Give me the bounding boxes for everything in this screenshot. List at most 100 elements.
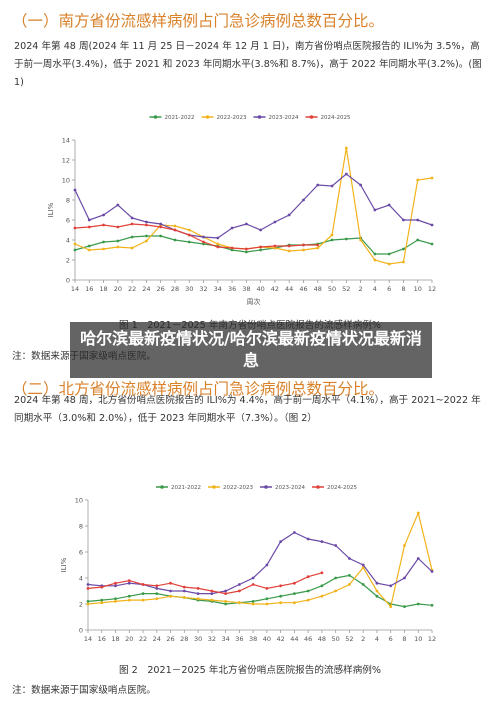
data-point [293,531,296,534]
data-point [273,220,277,224]
x-tick-label: 12 [428,635,436,643]
data-point [279,601,283,605]
legend-marker [264,485,268,489]
data-point [306,537,310,541]
series-line [74,173,433,239]
data-point [330,233,334,237]
data-point [259,248,263,252]
data-point [344,172,348,176]
data-point [403,544,406,547]
x-tick-label: 36 [235,635,243,643]
data-point [127,594,131,598]
x-tick-label: 2 [361,635,365,643]
data-point [159,234,163,238]
data-point [116,239,120,243]
x-tick-label: 28 [180,635,188,643]
data-point [430,242,434,246]
data-point [430,176,434,180]
data-point [402,218,405,222]
x-tick-label: 42 [271,285,279,293]
data-point [73,188,77,192]
x-tick-label: 34 [221,635,229,643]
data-point [196,587,200,590]
data-point [265,602,269,606]
data-point [251,602,255,606]
data-point [86,600,90,603]
data-point [320,540,324,543]
data-point [273,244,277,248]
data-point [265,597,269,601]
data-point [330,184,334,188]
y-tick-label: 8 [79,523,83,531]
y-tick-label: 14 [62,137,70,145]
data-point [375,581,379,585]
data-point [416,238,420,242]
data-point [202,235,205,239]
data-point [387,252,391,256]
y-tick-label: 2 [66,257,70,265]
data-point [348,583,351,586]
x-tick-label: 16 [98,635,106,643]
data-point [306,589,310,593]
data-point [302,243,305,247]
data-point [145,239,148,243]
data-point [202,240,205,244]
x-tick-label: 20 [114,285,122,293]
data-point [316,183,320,187]
data-point [87,244,91,248]
data-point [259,228,263,232]
x-tick-label: 48 [314,285,322,293]
x-tick-label: 14 [84,635,92,643]
data-point [187,240,191,244]
data-point [127,598,131,602]
series-line [87,531,433,595]
data-point [102,240,105,244]
legend-marker [257,115,262,119]
legend-label: 2023-2024 [269,115,299,121]
y-tick-label: 6 [79,549,83,557]
data-point [145,234,148,238]
x-tick-label: 32 [199,285,207,293]
x-tick-label: 18 [99,285,107,293]
data-point [293,581,296,585]
data-point [348,574,351,577]
data-point [116,225,120,229]
data-point [196,597,200,601]
data-point [287,244,291,248]
data-point [130,246,134,250]
x-tick-label: 38 [242,285,250,293]
legend-label: 2024-2025 [321,115,351,121]
data-point [127,581,131,585]
series-line [74,223,318,250]
x-tick-label: 2 [359,285,363,293]
data-point [344,146,348,150]
data-point [141,583,145,586]
data-point [196,592,200,595]
data-point [224,600,228,603]
x-tick-label: 26 [166,635,174,643]
y-axis-label: ILI% [47,202,55,217]
data-point [430,603,434,607]
data-point [182,589,186,593]
data-point [244,222,248,226]
legend-label: 2023-2024 [275,485,305,491]
data-point [73,248,77,252]
legend-marker [212,485,216,489]
data-point [102,247,105,251]
y-tick-label: 6 [66,217,70,225]
data-point [155,587,159,590]
y-tick-label: 2 [79,601,83,609]
x-tick-label: 8 [402,635,406,643]
data-point [141,598,145,602]
data-point [155,584,159,588]
x-tick-label: 50 [328,285,336,293]
x-tick-label: 22 [128,285,136,293]
x-tick-label: 46 [304,635,312,643]
data-point [316,246,320,250]
data-point [86,602,90,606]
data-point [187,233,191,237]
x-tick-label: 22 [139,635,147,643]
data-point [330,238,334,242]
section-heading: （一）南方省份流感样病例占门急诊病例总数百分比。 [12,12,385,30]
